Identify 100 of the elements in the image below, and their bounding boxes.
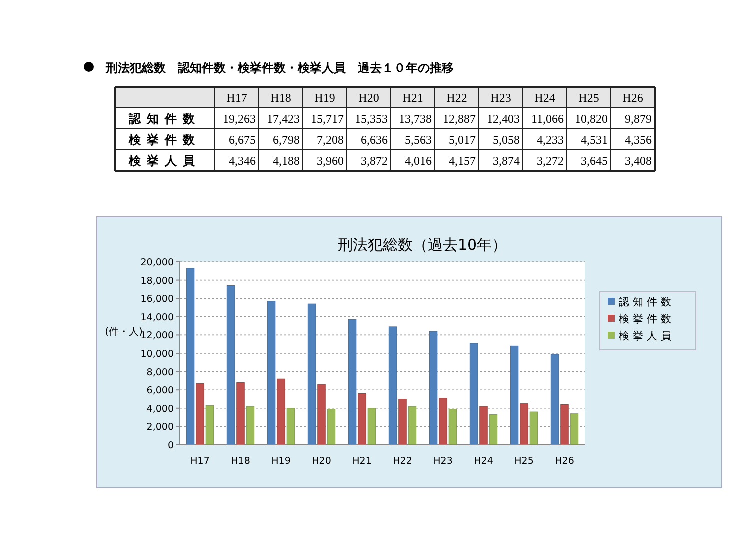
bar — [480, 406, 488, 446]
x-tick-label: H18 — [231, 456, 250, 467]
data-label: 4,356 — [625, 133, 652, 147]
data-label: 3,874 — [493, 154, 520, 168]
y-tick-label: 18,000 — [140, 276, 174, 287]
bar — [267, 301, 276, 446]
y-tick-label: 4,000 — [146, 404, 174, 415]
y-axis-title: (件・人) — [105, 327, 143, 338]
category-label: H17 — [226, 91, 248, 105]
data-label: 15,717 — [311, 112, 344, 126]
data-label: 7,208 — [317, 133, 344, 147]
text: 認知件数 — [128, 112, 201, 126]
y-tick-label: 20,000 — [140, 258, 174, 268]
x-tick-label: H25 — [514, 456, 534, 467]
bar — [520, 404, 528, 446]
bar — [246, 406, 255, 446]
bar — [398, 399, 407, 446]
data-label: 6,675 — [229, 133, 256, 147]
x-tick-label: H26 — [555, 456, 574, 467]
data-label: 17,423 — [267, 112, 300, 126]
data-label: 5,058 — [493, 133, 520, 147]
text: 検挙件数 — [128, 133, 201, 147]
bar — [277, 378, 286, 446]
category-label: H19 — [314, 91, 336, 105]
data-label: 3,645 — [581, 154, 608, 168]
legend-label: 検挙件数 — [619, 312, 675, 326]
bar — [388, 326, 398, 446]
x-tick-label: H23 — [434, 456, 453, 467]
data-label: 4,233 — [537, 133, 564, 147]
bar — [318, 384, 326, 446]
data-label: 13,738 — [399, 112, 432, 126]
bar — [448, 409, 458, 446]
bar — [286, 408, 296, 446]
data-label: 6,636 — [361, 133, 388, 147]
bar — [196, 383, 204, 446]
y-tick-label: 0 — [168, 440, 174, 452]
bar — [489, 414, 498, 446]
data-label: 3,872 — [361, 154, 388, 168]
y-tick-label: 8,000 — [146, 367, 174, 378]
legend-label: 検挙人員 — [619, 330, 675, 342]
bar — [186, 268, 195, 446]
data-label: 5,563 — [405, 133, 432, 147]
data-label: 6,798 — [273, 133, 300, 147]
data-label: 15,353 — [355, 112, 388, 126]
bar — [570, 414, 579, 446]
text: 検挙人員 — [128, 154, 201, 168]
category-label: H20 — [358, 91, 380, 105]
bar — [560, 404, 569, 446]
bar — [368, 408, 376, 446]
data-label: 12,887 — [443, 112, 476, 126]
data-label: 3,272 — [537, 154, 564, 168]
x-tick-label: H17 — [190, 456, 210, 467]
data-label: 3,960 — [317, 154, 344, 168]
bar — [308, 304, 316, 446]
category-label: H25 — [578, 91, 600, 105]
data-label: 4,157 — [449, 154, 476, 168]
bar — [408, 406, 417, 446]
data-label: 10,820 — [575, 112, 608, 126]
category-label: H18 — [270, 91, 292, 105]
y-tick-label: 14,000 — [140, 312, 174, 324]
data-label: 4,188 — [273, 154, 300, 168]
legend-label: 認知件数 — [619, 296, 675, 308]
category-label: H21 — [402, 91, 424, 105]
bar — [429, 331, 438, 446]
bar — [358, 394, 366, 446]
data-label: 4,346 — [229, 154, 256, 168]
y-tick-label: 16,000 — [140, 294, 174, 306]
bar — [470, 343, 478, 446]
bar — [348, 319, 357, 446]
y-tick-label: 2,000 — [146, 422, 174, 434]
text: 刑法犯総数 認知件数・検挙件数・検挙人員 過去１０年の推移 — [105, 61, 454, 75]
x-tick-label: H20 — [312, 456, 332, 467]
bar — [530, 412, 538, 446]
data-label: 3,408 — [625, 154, 652, 168]
bar — [327, 409, 336, 446]
category-label: H23 — [490, 91, 512, 105]
x-tick-label: H21 — [352, 456, 372, 467]
x-tick-label: H19 — [272, 456, 291, 467]
bar — [439, 398, 448, 446]
x-tick-label: H24 — [474, 456, 494, 467]
category-label: H26 — [622, 91, 644, 105]
data-label: 4,531 — [581, 133, 608, 147]
category-label: H24 — [534, 91, 556, 105]
y-tick-label: 12,000 — [140, 330, 174, 342]
bar — [236, 382, 245, 446]
bar — [206, 405, 214, 446]
data-label: 19,263 — [223, 112, 256, 126]
data-label: 9,879 — [625, 112, 652, 126]
category-label: H22 — [446, 91, 468, 105]
y-tick-label: 10,000 — [140, 349, 174, 360]
data-label: 5,017 — [449, 133, 476, 147]
y-tick-label: 6,000 — [146, 386, 174, 397]
bar — [226, 286, 236, 446]
bar — [550, 354, 560, 446]
data-label: 11,066 — [531, 112, 564, 126]
bar — [510, 346, 519, 446]
data-label: 4,016 — [405, 154, 432, 168]
chart-title: 刑法犯総数（過去10年） — [338, 236, 508, 254]
x-tick-label: H22 — [393, 456, 412, 467]
data-label: 12,403 — [487, 112, 520, 126]
